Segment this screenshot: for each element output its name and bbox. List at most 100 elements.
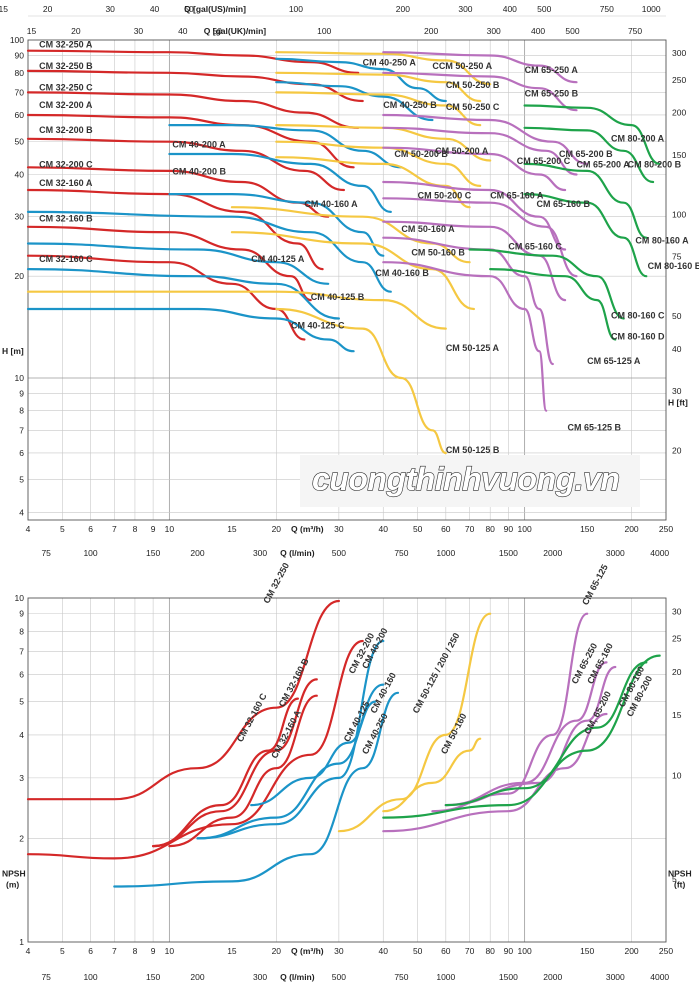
perf-gal-us-tick: 30 — [105, 4, 115, 14]
npsh-lmin-tick: 150 — [146, 972, 160, 982]
perf-curve-cm-50-125-b — [275, 307, 447, 455]
npsh-x-tick: 50 — [413, 946, 423, 956]
perf-label-cm-32-200-c: CM 32-200 C — [39, 159, 93, 169]
perf-y-tick: 30 — [15, 212, 25, 222]
npsh-x-tick: 150 — [580, 946, 594, 956]
npsh-curve-cm-40-125 — [250, 700, 377, 807]
perf-gal-uk-tick: 200 — [424, 26, 438, 36]
perf-ft-tick: 250 — [672, 75, 686, 85]
perf-label-cm-80-160-c: CM 80-160 C — [611, 310, 665, 320]
npsh-x-tick: 250 — [659, 946, 673, 956]
perf-gal-uk-tick: 300 — [487, 26, 501, 36]
npsh-x-tick: 40 — [379, 946, 389, 956]
perf-x-tick: 200 — [624, 524, 638, 534]
npsh-curve-cm-32-250 — [26, 599, 340, 801]
npsh-x-tick: 100 — [518, 946, 532, 956]
perf-label-cm-65-250-a: CM 65-250 A — [525, 65, 579, 75]
perf-label-cm-50-125-b: CM 50-125 B — [446, 445, 500, 455]
npsh-x-tick: 5 — [60, 946, 65, 956]
perf-label-cm-32-200-b: CM 32-200 B — [39, 125, 93, 135]
npsh-ticks: 4 5 6 7 8 9 10 15 20 30 40 50 60 70 80 90 100 150 200 250 1 2… — [15, 593, 682, 982]
perf-label-cm-32-250-b: CM 32-250 B — [39, 61, 93, 71]
perf-frame — [27, 39, 667, 521]
perf-gal-uk-tick: 20 — [71, 26, 81, 36]
perf-label-cm-40-250-a: CM 40-250 A — [363, 58, 417, 68]
perf-label-cm-32-160-a: CM 32-160 A — [39, 178, 93, 188]
npsh-lmin-tick: 750 — [394, 972, 408, 982]
perf-curve-cm-40-125-c — [26, 307, 355, 353]
npsh-ft-tick: 10 — [672, 770, 682, 780]
perf-label-cm-32-250-c: CM 32-250 C — [39, 82, 93, 92]
perf-x-tick: 70 — [465, 524, 475, 534]
perf-y-tick: 10 — [15, 373, 25, 383]
npsh-curve-cm-40-200 — [196, 639, 385, 840]
npsh-x-tick: 90 — [504, 946, 514, 956]
npsh-curve-cm-32-160-b — [152, 678, 318, 848]
perf-label-cm-50-250-c: CM 50-250 C — [446, 102, 500, 112]
npsh-ft-tick: 20 — [672, 667, 682, 677]
perf-label-cm-40-125-b: CM 40-125 B — [311, 292, 365, 302]
npsh-x-tick: 200 — [624, 946, 638, 956]
perf-xlabel-gal-us: Q [gal(US)/min] — [184, 4, 246, 14]
npsh-curve-cm-32-160-c — [152, 697, 299, 848]
npsh-x-tick: 9 — [151, 946, 156, 956]
perf-label-cm-50-160-b: CM 50-160 B — [411, 248, 465, 258]
npsh-curve-cm-80-160 — [444, 661, 648, 807]
npsh-grid — [28, 598, 666, 942]
perf-curve-cm-32-160-b — [26, 225, 312, 302]
perf-ft-tick: 20 — [672, 446, 682, 456]
perf-gal-us-tick: 300 — [458, 4, 472, 14]
perf-curve-cm-50-200-b — [275, 140, 482, 187]
perf-y-tick: 60 — [15, 110, 25, 120]
perf-label-cm-65-160-b: CM 65-160 B — [537, 199, 591, 209]
perf-curve-cm-50-250-b — [275, 71, 482, 103]
perf-curve-cm-80-160-a — [523, 162, 648, 239]
perf-y-tick: 4 — [19, 507, 24, 517]
perf-x-tick: 5 — [60, 524, 65, 534]
perf-label-cm-50-160-a: CM 50-160 A — [401, 224, 455, 234]
perf-curves — [26, 49, 661, 455]
npsh-ylabel-unit: (m) — [6, 880, 19, 890]
perf-x-tick: 60 — [441, 524, 451, 534]
perf-x-tick: 30 — [334, 524, 344, 534]
perf-ft-tick: 100 — [672, 209, 686, 219]
perf-label-cm-40-250-b: CM 40-250 B — [383, 100, 437, 110]
perf-ft-tick: 75 — [672, 252, 682, 262]
perf-label-cm-32-250-a: CM 32-250 A — [39, 40, 93, 50]
perf-gal-uk-tick: 30 — [134, 26, 144, 36]
perf-label-cm-65-160-a: CM 65-160 A — [490, 190, 544, 200]
perf-label-cm-80-160-b: CM 80-160 B — [648, 261, 699, 271]
performance-chart: 4 5 6 7 8 9 10 15 20 30 40 50 60 70 80 90 100 150 200 250 4 5… — [0, 4, 699, 558]
perf-gal-uk-tick: 40 — [178, 26, 188, 36]
perf-lmin-tick: 750 — [394, 548, 408, 558]
perf-lmin-tick: 500 — [332, 548, 346, 558]
npsh-curve-cm-50-160 — [382, 737, 482, 813]
perf-curve-cm-65-125-b — [382, 261, 548, 412]
perf-lmin-tick: 100 — [83, 548, 97, 558]
npsh-ylabel-right: NPSH — [668, 869, 692, 879]
perf-label-cm-32-160-b: CM 32-160 B — [39, 214, 93, 224]
perf-x-tick: 20 — [272, 524, 282, 534]
perf-ft-tick: 200 — [672, 108, 686, 118]
perf-ft-tick: 300 — [672, 48, 686, 58]
perf-y-tick: 100 — [10, 35, 24, 45]
npsh-y-tick: 8 — [19, 626, 24, 636]
perf-label-cm-50-125-a: CM 50-125 A — [446, 343, 500, 353]
npsh-x-tick: 4 — [26, 946, 31, 956]
npsh-y-tick: 5 — [19, 697, 24, 707]
npsh-y-tick: 3 — [19, 773, 24, 783]
perf-ylabel: H [m] — [2, 346, 24, 356]
perf-label-cm-65-125-b: CM 65-125 B — [567, 422, 621, 432]
npsh-ft-tick: 15 — [672, 710, 682, 720]
perf-curve-cm-80-160-d — [489, 268, 617, 341]
npsh-lmin-tick: 3000 — [606, 972, 625, 982]
perf-ft-tick: 30 — [672, 386, 682, 396]
npsh-curves — [26, 599, 661, 888]
npsh-label-cm-65-125: CM 65-125 — [580, 563, 610, 607]
npsh-y-tick: 7 — [19, 646, 24, 656]
npsh-label-cm-32-160-c: CM 32-160 C — [235, 691, 269, 743]
perf-curve-cm-40-200-b — [168, 152, 392, 213]
perf-curve-cm-32-250-a — [26, 49, 360, 74]
perf-curve-cm-65-160-b — [382, 197, 578, 278]
perf-gal-us-tick: 15 — [0, 4, 8, 14]
